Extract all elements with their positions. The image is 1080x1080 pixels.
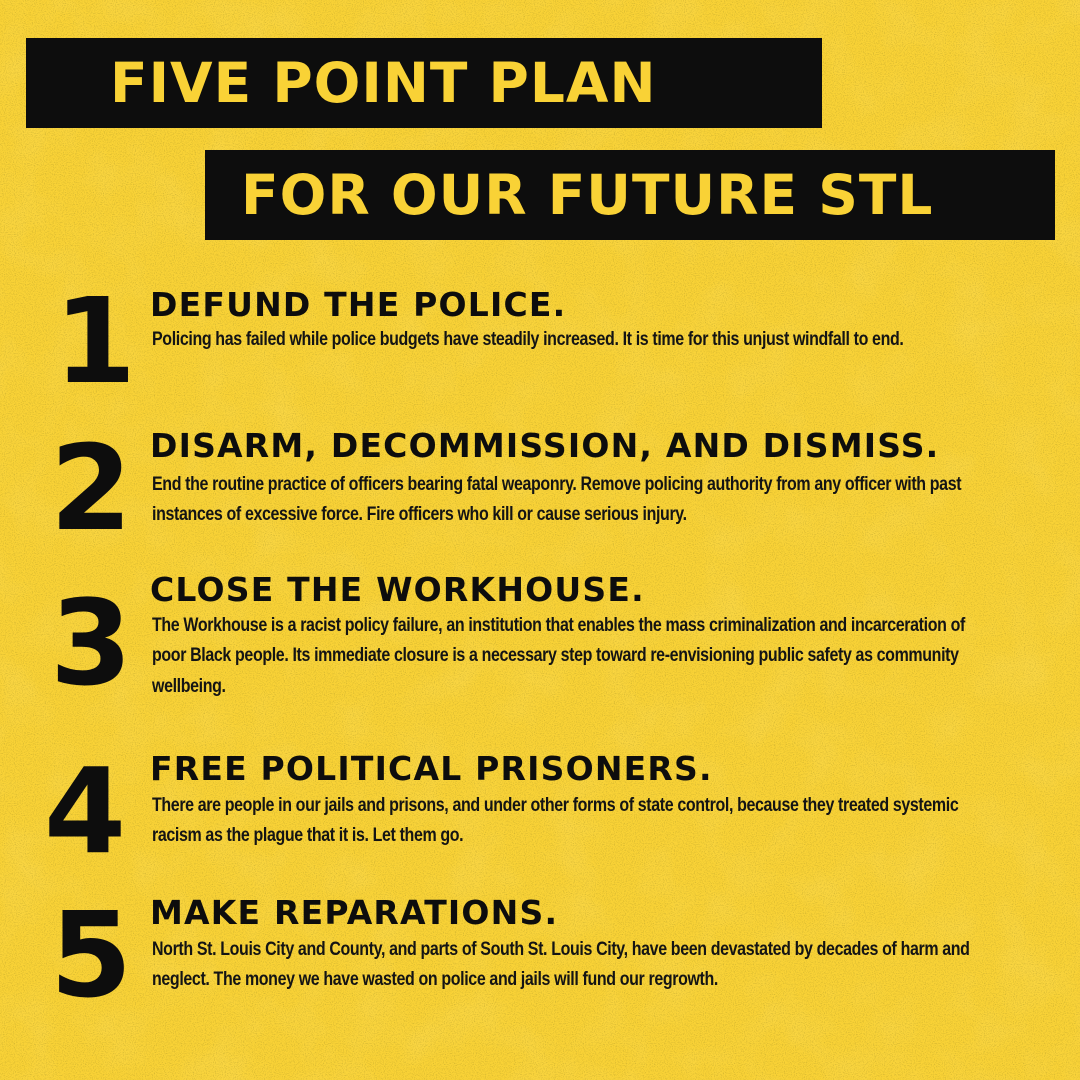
title-banner-line-1: FIVE POINT PLAN [26,38,822,128]
point-number: 1 [53,272,137,410]
point-heading: DISARM, DECOMMISSION, AND DISMISS. [150,426,940,465]
point-heading: DEFUND THE POLICE. [150,285,567,324]
point-heading: MAKE REPARATIONS. [150,893,559,932]
point-body: Policing has failed while police budgets… [152,328,904,350]
title-banner-line-2: FOR OUR FUTURE STL [205,150,1055,240]
point-heading: CLOSE THE WORKHOUSE. [150,570,645,609]
title-line-1: FIVE POINT PLAN [110,51,657,115]
point-heading: FREE POLITICAL PRISONERS. [150,749,713,788]
point-body: End the routine practice of officers bea… [152,473,962,526]
title-line-2: FOR OUR FUTURE STL [241,163,934,227]
point-number: 2 [49,419,133,557]
point-body: The Workhouse is a racist policy failure… [152,614,965,697]
point-number: 3 [49,574,133,712]
point-number: 5 [49,886,133,1024]
point-body: North St. Louis City and County, and par… [152,938,970,991]
point-body: There are people in our jails and prison… [152,794,959,847]
point-number: 4 [43,742,127,880]
